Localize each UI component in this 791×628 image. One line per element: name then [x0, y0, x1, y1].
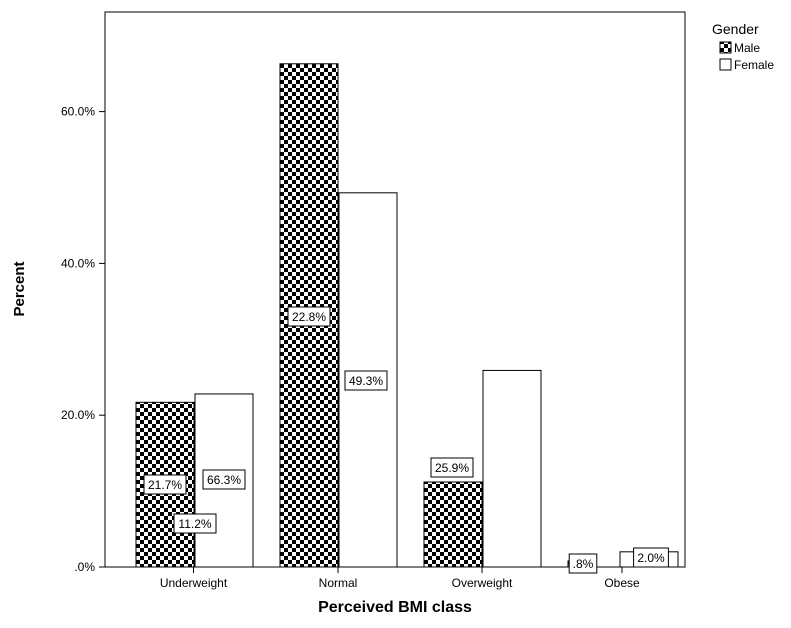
data-label: .8%	[568, 553, 598, 574]
x-tick-label: Obese	[604, 576, 640, 590]
data-label: 25.9%	[430, 457, 474, 478]
data-label-box	[143, 474, 187, 495]
x-axis-title: Perceived BMI class	[318, 599, 472, 616]
legend: Gender Male Female	[712, 21, 774, 72]
bar-male-overweight	[423, 481, 483, 568]
y-tick-label: .0%	[74, 560, 95, 574]
data-label-box	[344, 370, 388, 391]
data-label: 21.7%	[143, 474, 187, 495]
data-label-text: 49.3%	[349, 374, 383, 388]
legend-title: Gender	[712, 21, 759, 37]
data-label-text: 22.8%	[292, 310, 326, 324]
data-label-text: 66.3%	[207, 473, 241, 487]
y-tick-label: 40.0%	[61, 256, 95, 270]
x-tick-label: Underweight	[160, 576, 228, 590]
data-label-box	[430, 457, 474, 478]
data-label-box	[568, 553, 598, 574]
data-label-text: .8%	[573, 557, 594, 571]
data-label: 2.0%	[633, 547, 669, 568]
data-label-text: 2.0%	[637, 551, 665, 565]
data-label-box	[173, 513, 217, 534]
data-label-box	[202, 469, 246, 490]
x-tick-label: Normal	[319, 576, 358, 590]
y-tick-label: 60.0%	[61, 105, 95, 119]
data-labels: 21.7% 66.3% 11.2% .8% 22.8% 49.3% 25.9% 2.0%	[143, 306, 669, 574]
legend-label-male: Male	[734, 41, 760, 55]
y-axis: .0% 20.0% 40.0% 60.0%	[61, 105, 105, 574]
x-tick-label: Overweight	[452, 576, 513, 590]
bar-female-overweight	[482, 369, 542, 568]
data-label-text: 21.7%	[148, 478, 182, 492]
data-label-text: 11.2%	[178, 517, 211, 531]
legend-swatch-male	[719, 41, 732, 54]
data-label: 49.3%	[344, 370, 388, 391]
legend-label-female: Female	[734, 58, 774, 72]
data-label-box	[633, 547, 669, 568]
bars	[135, 63, 679, 568]
y-tick-label: 20.0%	[61, 408, 95, 422]
data-label: 11.2%	[173, 513, 217, 534]
data-label-box	[287, 306, 331, 327]
legend-swatch-female	[719, 58, 732, 71]
data-label: 22.8%	[287, 306, 331, 327]
x-axis: Underweight Normal Overweight Obese	[160, 567, 640, 590]
data-label: 66.3%	[202, 469, 246, 490]
data-label-text: 25.9%	[435, 461, 469, 475]
y-axis-title: Percent	[11, 261, 28, 316]
